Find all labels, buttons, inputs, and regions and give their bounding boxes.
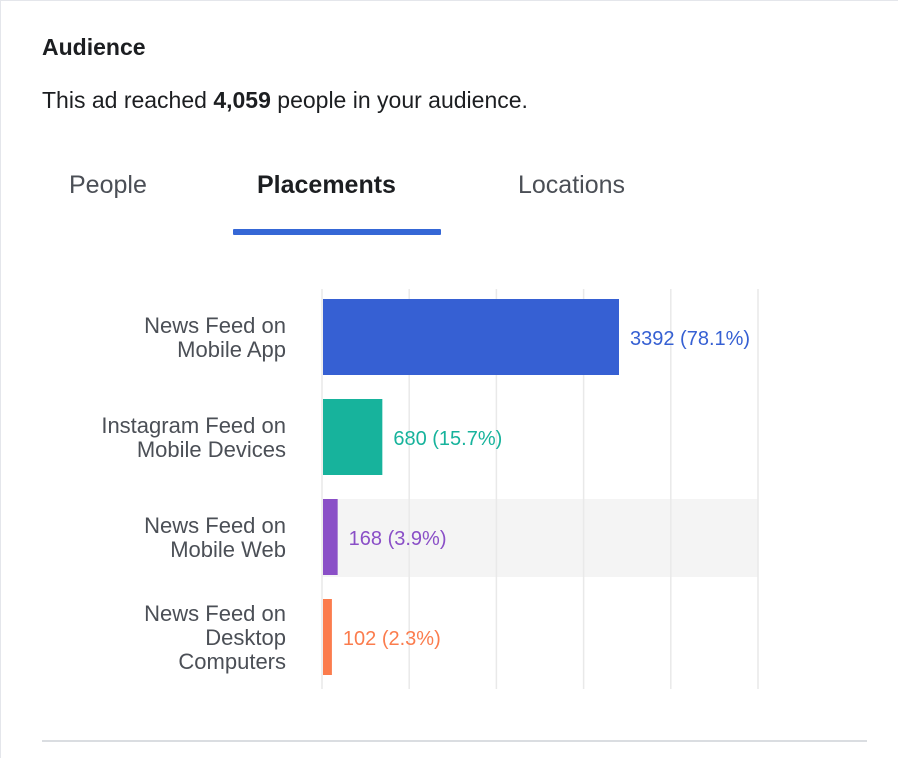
active-tab-indicator — [233, 229, 441, 235]
reach-count: 4,059 — [213, 87, 271, 113]
row-highlight — [322, 499, 758, 577]
audience-tabs: People Placements Locations — [1, 161, 900, 237]
category-label: Mobile Web — [170, 537, 286, 562]
summary-suffix: people in your audience. — [277, 87, 528, 113]
placements-chart: 3392 (78.1%) News Feed on Mobile App 680 (1… — [1, 281, 900, 721]
bar — [323, 399, 383, 475]
bar-value-label: 680 (15.7%) — [393, 428, 502, 450]
bar — [323, 299, 619, 375]
divider — [42, 740, 867, 742]
bar — [323, 499, 338, 575]
bar-value-label: 168 (3.9%) — [349, 528, 447, 550]
tab-placements[interactable]: Placements — [257, 171, 396, 199]
category-label: Desktop — [205, 625, 286, 650]
category-label: Mobile App — [177, 337, 286, 362]
category-label: Instagram Feed on — [101, 413, 286, 438]
tab-locations[interactable]: Locations — [518, 171, 626, 199]
category-label: Computers — [178, 649, 286, 674]
category-label: News Feed on — [144, 313, 286, 338]
bar-value-label: 3392 (78.1%) — [630, 328, 750, 350]
panel-title: Audience — [42, 34, 146, 60]
category-label: News Feed on — [144, 513, 286, 538]
category-label: Mobile Devices — [137, 437, 286, 462]
audience-summary: This ad reached 4,059 people in your aud… — [42, 87, 528, 114]
tab-people[interactable]: People — [69, 171, 147, 199]
category-label: News Feed on — [144, 601, 286, 626]
bar-value-label: 102 (2.3%) — [343, 628, 441, 650]
bar — [323, 599, 332, 675]
summary-prefix: This ad reached — [42, 87, 207, 113]
